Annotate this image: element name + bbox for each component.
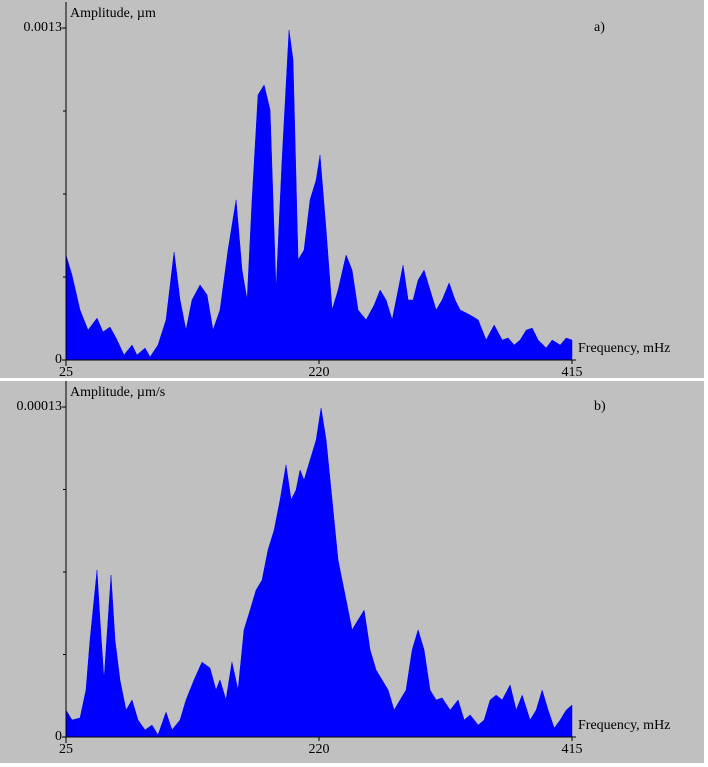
y-tick-label: 0 xyxy=(55,729,62,744)
panel-label: a) xyxy=(594,20,605,35)
x-tick-label: 220 xyxy=(309,365,330,380)
x-tick-label: 415 xyxy=(562,365,583,380)
y-tick-label: 0 xyxy=(55,352,62,367)
y-tick-label: 0.00013 xyxy=(17,399,63,414)
x-tick-label: 25 xyxy=(59,365,73,380)
spectrum-area xyxy=(65,30,573,361)
spectrum-area xyxy=(65,407,573,738)
x-tick-label: 220 xyxy=(309,742,330,757)
y-tick-label: 0.0013 xyxy=(24,20,63,35)
x-axis-label: Frequency, mHz xyxy=(578,341,670,356)
x-tick-label: 25 xyxy=(59,742,73,757)
y-axis-label: Amplitude, µm/s xyxy=(70,385,165,400)
x-axis-label: Frequency, mHz xyxy=(578,718,670,733)
panel-label: b) xyxy=(594,399,606,414)
y-axis-label: Amplitude, µm xyxy=(70,6,156,21)
x-tick-label: 415 xyxy=(562,742,583,757)
